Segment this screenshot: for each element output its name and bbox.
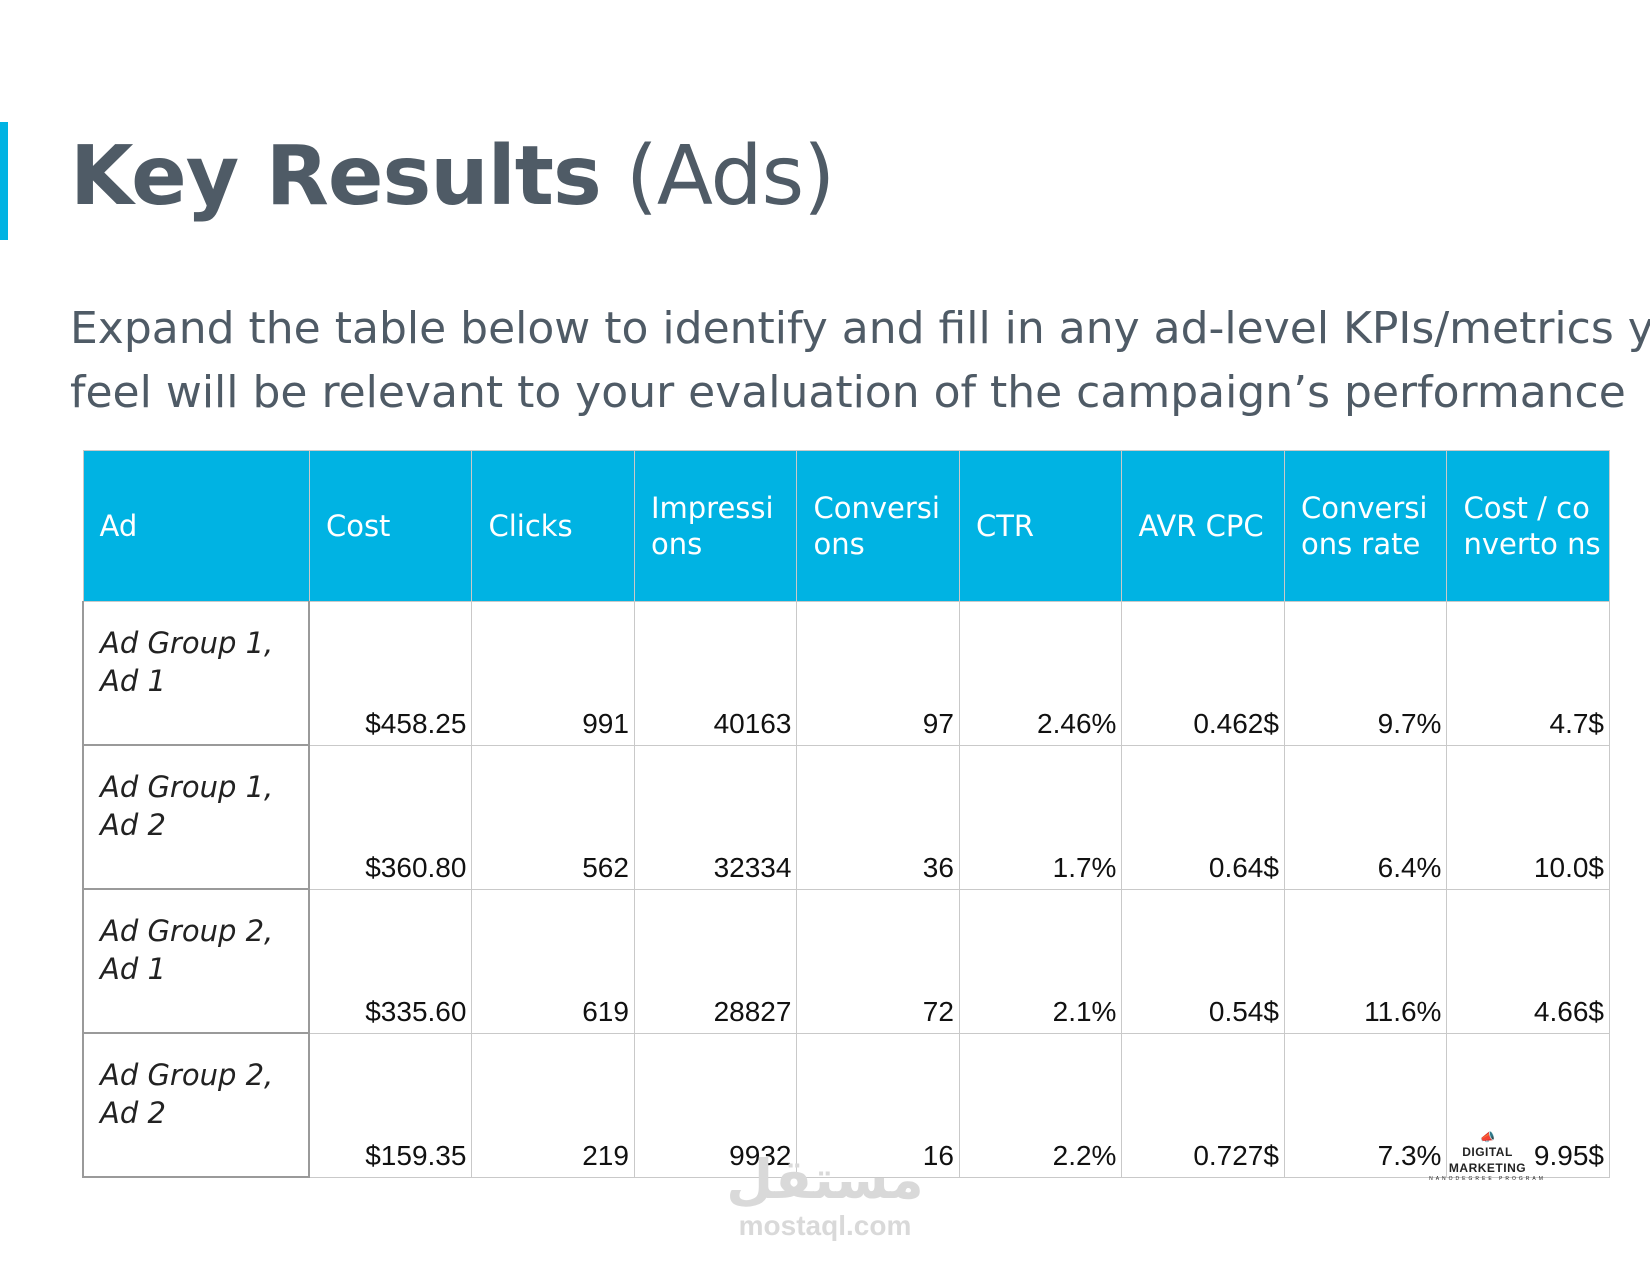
ad-group-label: Ad Group 2,: [100, 914, 274, 948]
clicks-cell: 219: [471, 1032, 635, 1178]
table-row: Ad Group 2, Ad 2 $159.35 219 9932 16 2.2…: [81, 1032, 1610, 1178]
cost-cell: $335.60: [308, 888, 473, 1034]
ad-label: Ad 1: [100, 952, 166, 986]
clicks-cell: 991: [471, 601, 635, 746]
cost-cell: $360.80: [308, 744, 473, 890]
ctr-cell: 2.1%: [958, 888, 1123, 1034]
column-header: Cost: [308, 450, 473, 602]
brand-name: DIGITAL MARKETING: [1448, 1145, 1527, 1175]
brand-subtitle: NANODEGREE PROGRAM: [1429, 1176, 1546, 1182]
watermark-latin: mostaql.com: [738, 1210, 912, 1241]
subtitle: Expand the table below to identify and f…: [70, 297, 1650, 425]
ad-group-label: Ad Group 1,: [100, 770, 274, 804]
kpi-table: Ad Cost Clicks Impressi ons Conversi ons…: [81, 450, 1610, 1178]
ad-name-cell: Ad Group 2, Ad 1: [81, 888, 311, 1034]
ad-name-cell: Ad Group 1, Ad 1: [81, 601, 311, 746]
avr-cpc-cell: 0.54$: [1121, 888, 1285, 1034]
mostaql-watermark: مستقل mostaql.com: [720, 1150, 930, 1242]
cost-per-conversion-cell: 10.0$: [1446, 744, 1610, 890]
ad-label: Ad 2: [100, 808, 166, 842]
table-row: Ad Group 1, Ad 2 $360.80 562 32334 36 1.…: [81, 744, 1610, 890]
cost-cell: $458.25: [308, 601, 473, 746]
conversion-rate-cell: 9.7%: [1283, 601, 1448, 746]
conversion-rate-cell: 7.3%: [1283, 1032, 1448, 1178]
cost-per-conversion-cell: 4.7$: [1446, 601, 1610, 746]
table-header-row: Ad Cost Clicks Impressi ons Conversi ons…: [82, 450, 1610, 602]
avr-cpc-cell: 0.64$: [1121, 744, 1285, 890]
ctr-cell: 2.46%: [958, 601, 1123, 746]
cost-per-conversion-cell: 9.95$: [1446, 1032, 1610, 1178]
ad-group-label: Ad Group 2,: [100, 1058, 274, 1092]
avr-cpc-cell: 0.462$: [1121, 601, 1285, 746]
conversion-rate-cell: 11.6%: [1283, 888, 1448, 1034]
column-header: Conversi ons rate: [1283, 450, 1448, 602]
watermark-arabic: مستقل: [726, 1148, 924, 1211]
conversions-cell: 97: [796, 601, 960, 746]
megaphone-icon: 📣: [1480, 1130, 1495, 1144]
ctr-cell: 2.2%: [958, 1032, 1123, 1178]
clicks-cell: 562: [471, 744, 635, 890]
ad-label: Ad 2: [100, 1096, 166, 1130]
impressions-cell: 9932: [633, 1032, 798, 1178]
brand-logo: 📣 DIGITAL MARKETING NANODEGREE PROGRAM: [1425, 1130, 1550, 1183]
column-header: Conversi ons: [796, 450, 960, 602]
conversion-rate-cell: 6.4%: [1283, 744, 1448, 890]
conversions-cell: 16: [796, 1032, 960, 1178]
cost-cell: $159.35: [308, 1032, 473, 1178]
subtitle-line: Expand the table below to identify and f…: [70, 303, 1650, 354]
impressions-cell: 32334: [633, 744, 798, 890]
avr-cpc-cell: 0.727$: [1121, 1032, 1285, 1178]
ctr-cell: 1.7%: [958, 744, 1123, 890]
page-title: Key Results (Ads): [70, 122, 835, 232]
ad-name-cell: Ad Group 2, Ad 2: [81, 1032, 311, 1178]
table-row: Ad Group 1, Ad 1 $458.25 991 40163 97 2.…: [81, 601, 1610, 746]
impressions-cell: 28827: [633, 888, 798, 1034]
accent-bar: [0, 122, 8, 240]
column-header: Clicks: [471, 450, 635, 602]
title-normal: (Ads): [625, 129, 835, 224]
subtitle-line: feel will be relevant to your evaluation…: [70, 367, 1626, 418]
column-header: Ad: [82, 450, 310, 602]
column-header: AVR CPC: [1121, 450, 1285, 602]
impressions-cell: 40163: [633, 601, 798, 746]
cost-per-conversion-cell: 4.66$: [1446, 888, 1610, 1034]
column-header: Impressi ons: [633, 450, 798, 602]
table-row: Ad Group 2, Ad 1 $335.60 619 28827 72 2.…: [81, 888, 1610, 1034]
ad-group-label: Ad Group 1,: [100, 626, 274, 660]
column-header: CTR: [958, 450, 1123, 602]
ad-name-cell: Ad Group 1, Ad 2: [81, 744, 311, 890]
column-header: Cost / converto ns: [1446, 450, 1610, 602]
ad-label: Ad 1: [100, 664, 166, 698]
clicks-cell: 619: [471, 888, 635, 1034]
conversions-cell: 72: [796, 888, 960, 1034]
conversions-cell: 36: [796, 744, 960, 890]
title-bold: Key Results: [70, 129, 602, 224]
